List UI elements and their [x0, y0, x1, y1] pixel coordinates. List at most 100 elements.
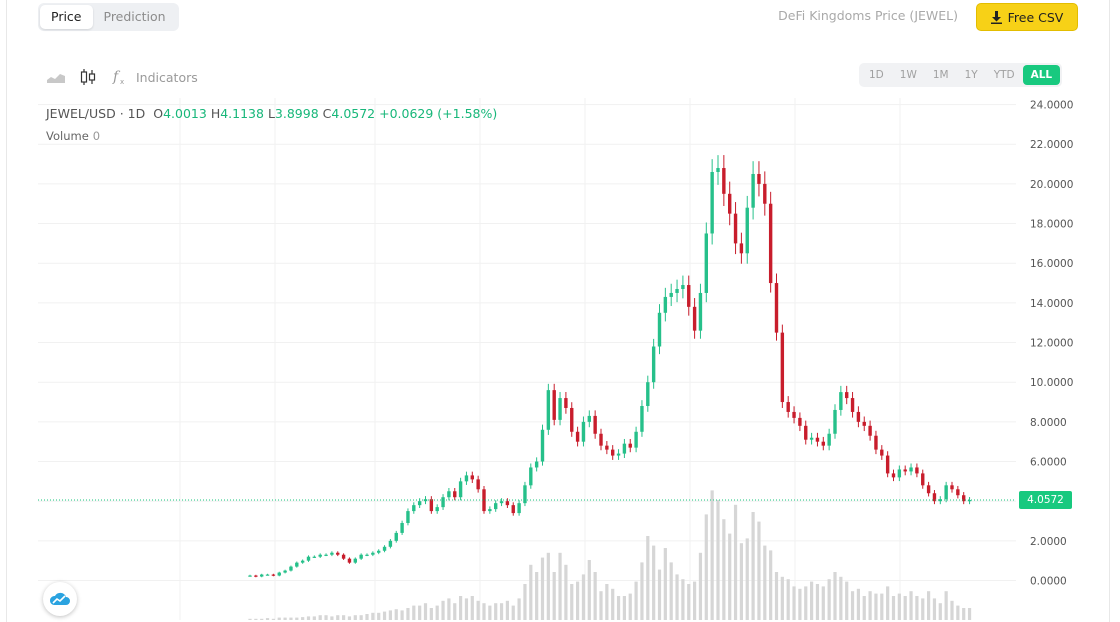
free-csv-button[interactable]: Free CSV	[976, 3, 1078, 31]
download-icon	[990, 10, 1002, 24]
candle	[745, 195, 749, 264]
candle	[283, 569, 287, 574]
free-csv-label: Free CSV	[1007, 9, 1064, 25]
volume-bar	[938, 603, 942, 620]
volume-bar	[845, 581, 849, 620]
volume-value: 0	[92, 129, 101, 143]
tab-price[interactable]: Price	[40, 5, 93, 29]
volume-bar	[289, 617, 293, 620]
candle	[634, 426, 638, 453]
candle	[248, 574, 252, 577]
volume-bar	[552, 572, 556, 620]
volume-bar	[254, 618, 258, 620]
indicators-button[interactable]: Indicators	[136, 69, 198, 85]
candle	[558, 391, 562, 426]
range-ytd[interactable]: YTD	[993, 69, 1015, 81]
candle	[605, 441, 609, 455]
candle	[312, 555, 317, 559]
volume-bar	[540, 557, 545, 620]
y-tick-label: 6.0000	[1030, 457, 1067, 469]
volume-bar	[681, 579, 685, 620]
y-tick-label: 24.0000	[1030, 100, 1073, 112]
candle	[839, 385, 843, 416]
candle	[499, 498, 504, 507]
volume-bar	[423, 603, 428, 620]
volume-bar	[616, 596, 621, 620]
range-1d[interactable]: 1D	[869, 69, 884, 81]
volume-bar	[733, 504, 738, 620]
last-price-tag: 4.0572	[1019, 491, 1072, 510]
candle	[757, 161, 761, 197]
candlestick-icon[interactable]	[78, 67, 98, 87]
candle	[821, 436, 825, 451]
candle	[412, 502, 416, 514]
candle	[938, 496, 942, 505]
volume-bar	[903, 596, 907, 620]
volume-bar	[581, 574, 586, 620]
candle	[739, 232, 744, 264]
candle	[271, 573, 276, 577]
candle	[640, 400, 644, 437]
y-axis-labels: 0.00002.00004.00006.00008.000010.000012.…	[1030, 100, 1073, 588]
tab-prediction[interactable]: Prediction	[103, 9, 166, 24]
volume-bar	[815, 584, 820, 620]
candle	[915, 463, 919, 478]
volume-bar	[412, 605, 416, 620]
candle	[295, 561, 299, 568]
volume-bar	[628, 593, 632, 620]
candle	[447, 487, 451, 501]
candle	[488, 506, 492, 514]
volume-bar	[447, 598, 451, 620]
candle	[833, 404, 837, 439]
range-1y[interactable]: 1Y	[964, 69, 978, 81]
page-title: DeFi Kingdoms Price (JEWEL)	[778, 8, 958, 23]
candle	[792, 406, 796, 424]
range-all[interactable]: ALL	[1022, 65, 1061, 85]
candle	[798, 412, 802, 432]
volume-bar	[786, 579, 790, 620]
candle	[552, 383, 556, 426]
volume-bar	[324, 615, 328, 620]
volume-bar	[476, 600, 480, 620]
volume-bar	[693, 581, 697, 620]
candle	[663, 287, 668, 322]
candle	[429, 496, 434, 514]
volume-bar	[277, 617, 281, 620]
volume-bar	[593, 572, 597, 620]
range-1m[interactable]: 1M	[932, 69, 949, 81]
legend-high-label: H	[210, 106, 221, 121]
range-1w[interactable]: 1W	[899, 69, 917, 81]
volume-bar	[675, 574, 679, 620]
volume-label: Volume	[46, 129, 89, 143]
volume-bar	[657, 569, 662, 620]
volume-bar	[646, 536, 650, 620]
volume-bar	[856, 588, 860, 620]
legend-symbol: JEWEL/USD	[46, 106, 116, 121]
volume-bar	[886, 586, 890, 620]
candle	[950, 481, 954, 493]
volume-bar	[634, 581, 638, 620]
volume-bar	[950, 600, 954, 620]
candle	[570, 402, 574, 437]
candle	[254, 574, 258, 578]
candle	[880, 445, 884, 460]
candle	[476, 475, 480, 493]
view-tabs: Price Prediction	[38, 3, 179, 31]
area-chart-icon[interactable]	[46, 67, 66, 87]
y-tick-label: 16.0000	[1030, 258, 1073, 270]
volume-bar	[909, 591, 913, 620]
volume-bar	[529, 564, 533, 620]
volume-bar	[640, 562, 644, 620]
tradingview-logo-icon[interactable]	[43, 582, 77, 616]
candlestick-series	[248, 155, 972, 578]
candle	[534, 457, 539, 472]
candle	[967, 497, 972, 505]
volume-bar	[330, 616, 334, 620]
candle	[704, 222, 708, 303]
candle	[692, 298, 697, 339]
candle	[809, 432, 814, 445]
volume-bar	[710, 490, 714, 620]
